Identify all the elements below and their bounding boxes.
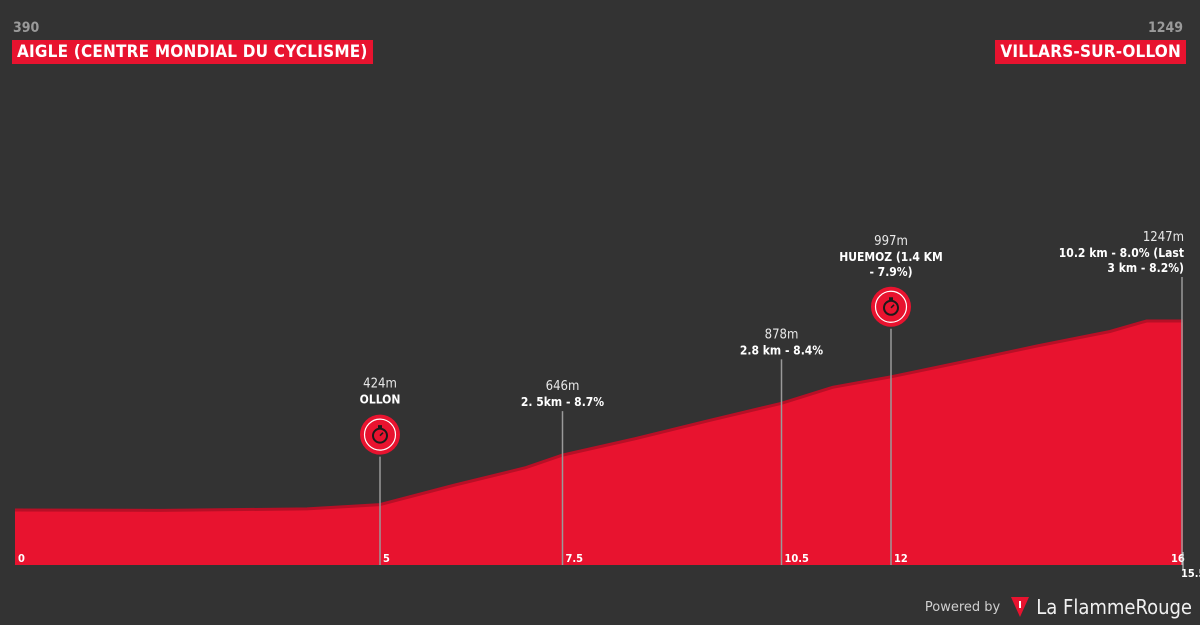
km-tick-label: 0 (18, 552, 25, 565)
brand-name: La FlammeRouge (1036, 595, 1192, 619)
marker-altitude: 646m (546, 379, 580, 394)
stopwatch-icon-hand (379, 432, 384, 437)
marker-label: 10.2 km - 8.0% (Last (1059, 246, 1184, 260)
marker-label: OLLON (360, 393, 401, 407)
km-tick-label: 10.5 (785, 552, 810, 565)
marker-label: 3 km - 8.2%) (1107, 261, 1184, 275)
flamme-rouge-logo-icon (1011, 597, 1030, 617)
total-distance-label: 15.5 (1181, 567, 1200, 580)
finish-location: VILLARS-SUR-OLLON (995, 40, 1186, 64)
stopwatch-icon-hand (890, 304, 895, 309)
stopwatch-icon-crown (378, 425, 382, 429)
elevation-profile-area (15, 321, 1183, 565)
stopwatch-icon-face (883, 299, 899, 316)
marker-label: HUEMOZ (1.4 KM (839, 250, 943, 264)
stopwatch-icon-face (372, 427, 388, 444)
stopwatch-icon-ring (874, 290, 908, 323)
marker-altitude: 1247m (1143, 230, 1184, 245)
footer-branding: Powered by La FlammeRouge (925, 595, 1192, 619)
marker-label: 2.8 km - 8.4% (740, 343, 823, 357)
marker-altitude: 878m (765, 327, 799, 342)
elevation-profile-outline (14, 319, 1183, 512)
start-altitude: 390 (13, 20, 40, 36)
marker-altitude: 997m (874, 234, 908, 249)
powered-by-text: Powered by (924, 599, 1001, 615)
km-tick-label: 5 (383, 552, 390, 565)
stopwatch-icon-crown (889, 297, 893, 301)
finish-altitude: 1249 (1147, 20, 1183, 36)
marker-label: - 7.9%) (869, 265, 912, 279)
stopwatch-icon-ring (363, 418, 397, 451)
km-tick-label: 12 (894, 552, 908, 565)
marker-label: 2. 5km - 8.7% (521, 395, 604, 409)
km-tick-label: 7.5 (566, 552, 584, 565)
start-location: AIGLE (CENTRE MONDIAL DU CYCLISME) (12, 40, 373, 64)
marker-altitude: 424m (363, 377, 397, 392)
km-tick-label: 16 (1171, 552, 1185, 565)
